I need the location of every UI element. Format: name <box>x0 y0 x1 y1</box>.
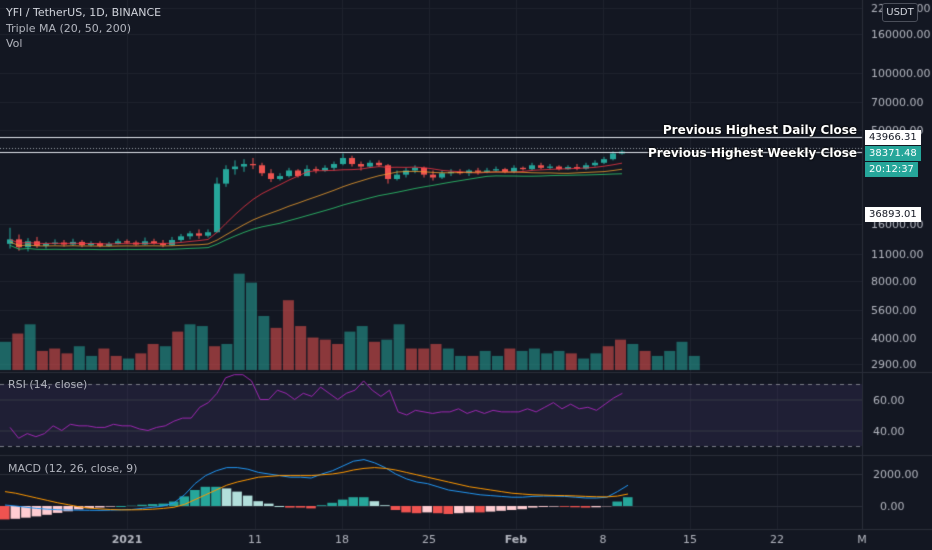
symbol-title[interactable]: YFI / TetherUS, 1D, BINANCE <box>6 6 162 19</box>
volume-indicator-label[interactable]: Vol <box>6 37 23 50</box>
daily-close-price-tag: 43966.31 <box>865 130 921 145</box>
countdown-tag: 20:12:37 <box>865 162 918 177</box>
current-price-tag: 38371.48 <box>865 146 921 161</box>
daily-close-annotation[interactable]: Previous Highest Daily Close <box>662 123 857 137</box>
weekly-close-annotation[interactable]: Previous Highest Weekly Close <box>647 146 857 160</box>
rsi-label[interactable]: RSI (14, close) <box>8 378 88 391</box>
weekly-close-price-tag: 36893.01 <box>865 207 921 222</box>
macd-label[interactable]: MACD (12, 26, close, 9) <box>8 462 138 475</box>
triple-ma-indicator-label[interactable]: Triple MA (20, 50, 200) <box>6 22 132 35</box>
currency-button[interactable]: USDT <box>882 3 918 22</box>
